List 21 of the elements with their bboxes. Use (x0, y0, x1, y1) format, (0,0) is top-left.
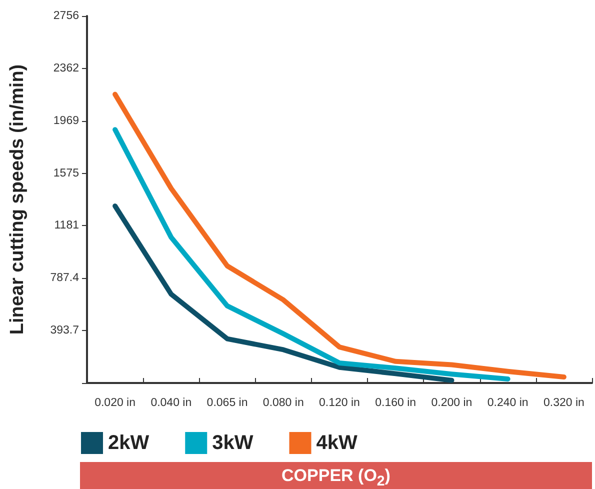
x-tick-label: 0.080 in (262, 397, 304, 409)
y-tick-label: 2756 (53, 10, 79, 22)
y-tick-label: 787.4 (50, 272, 80, 284)
x-tick-label: 0.240 in (487, 397, 528, 409)
legend-label: 2kW (108, 432, 150, 454)
y-tick-label: 1969 (53, 114, 79, 127)
legend-label: 4kW (316, 432, 358, 454)
x-tick-label: 0.120 in (319, 397, 360, 409)
y-tick-label: 1181 (54, 220, 79, 232)
legend-label: 3kW (212, 432, 254, 454)
y-tick-label: 393.7 (50, 324, 79, 337)
x-tick-label: 0.200 in (431, 397, 472, 409)
y-tick-label: 1575 (53, 167, 79, 180)
x-tick-label: 0.065 in (206, 397, 248, 409)
x-tick-label: 0.040 in (150, 397, 192, 409)
x-tick-label: 0.320 in (543, 397, 584, 409)
y-axis-title: Linear cutting speeds (in/min) (7, 64, 28, 335)
text: COPPER (O$_{2}$) (80, 462, 592, 489)
x-tick-label: 0.020 in (94, 397, 136, 409)
y-tick-label: 2362 (53, 62, 79, 74)
x-tick-label: 0.160 in (375, 397, 416, 409)
